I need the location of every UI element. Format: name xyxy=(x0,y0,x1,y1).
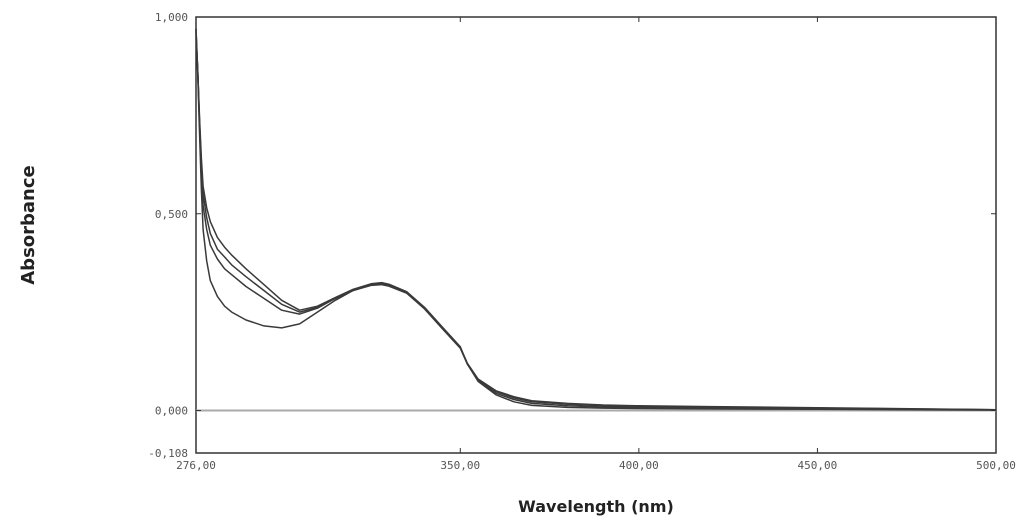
x-tick-label: 400,00 xyxy=(619,459,659,472)
series-line-4 xyxy=(195,36,997,411)
y-tick-label: 0,500 xyxy=(155,208,188,221)
x-tick-label: 450,00 xyxy=(798,459,838,472)
x-tick-label: 276,00 xyxy=(176,459,216,472)
series-layer xyxy=(195,28,997,411)
y-tick-label: -0,108 xyxy=(148,447,188,460)
tick-layer: 276,00 350,00 400,00 450,00 500,00 1,000 0,500… xyxy=(148,11,1016,472)
y-tick-label: 1,000 xyxy=(155,11,188,24)
series-line-3 xyxy=(195,32,997,411)
x-tick-label: 500,00 xyxy=(976,459,1016,472)
x-axis-label: Wavelength (nm) xyxy=(518,497,674,516)
series-line-1 xyxy=(195,28,997,411)
y-tick-label: 0,000 xyxy=(155,405,188,418)
x-tick-label: 350,00 xyxy=(440,459,480,472)
series-line-2 xyxy=(195,28,997,411)
plot-frame xyxy=(195,16,997,454)
y-axis-label: Absorbance xyxy=(18,165,39,285)
